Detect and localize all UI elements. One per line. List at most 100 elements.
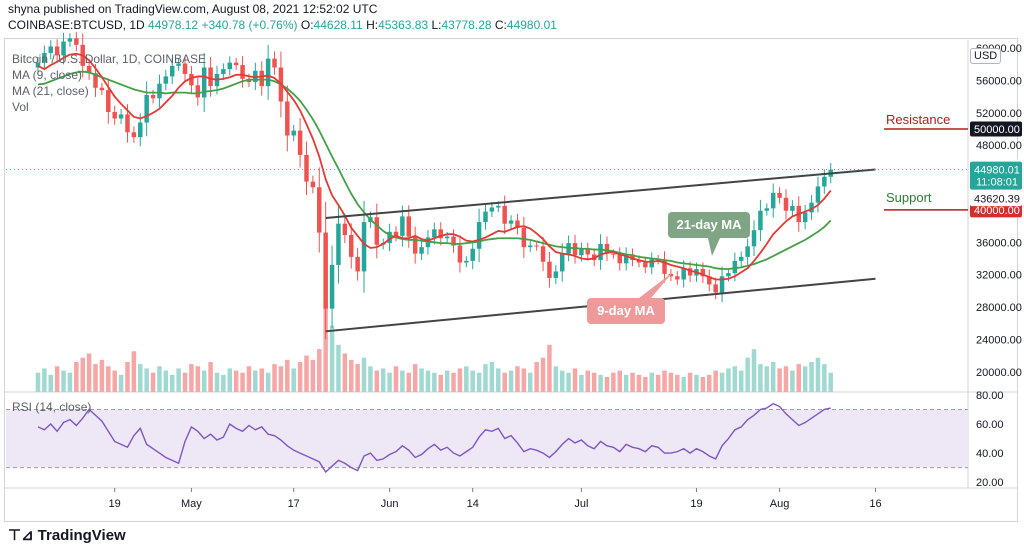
volume-bar <box>349 359 354 392</box>
candle-body <box>515 220 520 228</box>
candle-body <box>534 245 539 247</box>
candle-body <box>412 236 418 254</box>
prev-line-price: 43620.39 <box>974 194 1020 206</box>
resistance-price-box <box>970 121 1022 137</box>
candle-body <box>176 63 181 66</box>
price-tick-label: 48000.00 <box>976 140 1022 152</box>
footer-brand: ⊤⊿ TradingView <box>8 526 126 544</box>
candle-body <box>476 222 482 249</box>
volume-bar <box>476 372 482 392</box>
volume-bar <box>74 362 79 392</box>
candle-body <box>764 208 770 211</box>
date-tick-label: 14 <box>467 498 479 510</box>
volume-bar <box>432 372 437 392</box>
volume-bar <box>611 372 616 392</box>
volume-bar <box>42 368 47 392</box>
volume-bar <box>80 357 85 392</box>
rsi-tick-label: 40.00 <box>976 448 1004 460</box>
candle-body <box>681 268 686 280</box>
candle-body <box>195 85 201 98</box>
volume-bar <box>598 374 603 392</box>
ma21-callout-box <box>668 212 750 238</box>
volume-bar <box>169 374 175 392</box>
date-tick-label: 17 <box>288 498 300 510</box>
volume-bar <box>521 368 527 392</box>
volume-bar <box>214 372 220 392</box>
candle-body <box>317 187 322 233</box>
volume-bar <box>329 325 335 392</box>
volume-bar <box>783 366 789 392</box>
volume-bar <box>278 366 284 392</box>
volume-bar <box>566 372 571 392</box>
open-label: O: <box>300 18 314 32</box>
volume-bar <box>726 368 731 392</box>
volume-bar <box>310 359 316 392</box>
volume-bar <box>138 364 143 392</box>
ma9-callout-pointer <box>639 272 673 298</box>
candle-body <box>496 205 501 208</box>
volume-bar <box>457 368 463 392</box>
volume-bar <box>393 366 399 392</box>
rsi-tick-label: 80.00 <box>976 390 1004 402</box>
price-tick-label: 56000.00 <box>976 75 1022 87</box>
candle-body <box>572 243 578 256</box>
volume-bar <box>406 372 412 392</box>
volume-bar <box>150 372 156 392</box>
candle-body <box>508 220 514 224</box>
candle-body <box>227 62 233 70</box>
date-tick-label: Aug <box>770 498 790 510</box>
candle-body <box>559 253 565 272</box>
volume-bar <box>451 372 456 392</box>
volume-bar <box>361 357 367 392</box>
volume-bar <box>54 366 60 392</box>
rsi-tick-label: 20.00 <box>976 477 1004 489</box>
candle-body <box>42 52 47 63</box>
candle-body <box>528 245 533 248</box>
volume-bar <box>572 368 578 392</box>
close-label: C: <box>494 18 507 32</box>
volume-bar <box>93 364 98 392</box>
volume-bar <box>35 372 41 392</box>
legend-ma9: MA (9, close) <box>12 68 83 82</box>
currency-button[interactable]: USD <box>970 48 1002 64</box>
volume-bar <box>99 359 105 392</box>
candle-body <box>617 254 622 264</box>
volume-bar <box>265 372 271 392</box>
candle-body <box>118 114 124 119</box>
candle-body <box>233 62 239 66</box>
candle-body <box>99 87 105 91</box>
ma9-callout-box <box>587 298 665 324</box>
volume-bar <box>272 364 277 392</box>
volume-bar <box>61 370 66 392</box>
volume-bar <box>368 366 373 392</box>
volume-bar <box>48 374 53 392</box>
volume-bar <box>425 370 431 392</box>
candle-body <box>809 202 814 213</box>
candle-body <box>713 284 718 293</box>
candle-body <box>374 217 380 245</box>
candle-body <box>547 261 552 278</box>
legend-rsi: RSI (14, close) <box>12 400 92 414</box>
candle-body <box>700 269 706 277</box>
volume-bar <box>317 349 322 392</box>
candle-body <box>406 216 412 237</box>
volume-bar <box>822 364 827 392</box>
volume-bar <box>528 372 533 392</box>
volume-bar <box>758 364 763 392</box>
volume-bar <box>336 344 341 392</box>
volume-bar <box>144 368 149 392</box>
candle-body <box>131 132 137 138</box>
last-price: 44978.12 <box>148 18 199 32</box>
volume-bar <box>444 370 450 392</box>
price-tick-label: 20000.00 <box>976 367 1022 379</box>
volume-bar <box>227 368 233 392</box>
legend-vol: Vol <box>12 100 29 114</box>
candle-body <box>553 271 559 278</box>
candle-body <box>189 73 194 86</box>
volume-bar <box>623 374 629 392</box>
volume-bar <box>323 302 328 392</box>
volume-bar <box>508 370 514 392</box>
volume-bar <box>802 366 808 392</box>
open-value: 44628.11 <box>313 18 363 32</box>
